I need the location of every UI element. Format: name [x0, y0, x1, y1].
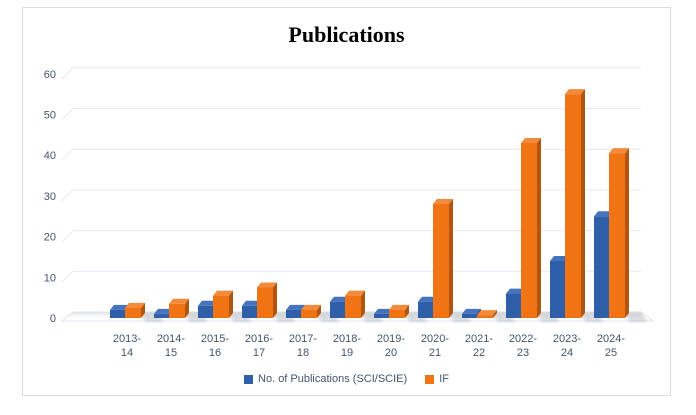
- bar-top-No.: [242, 300, 261, 306]
- bar-top-if: [257, 282, 277, 288]
- bar-publications: [242, 305, 257, 318]
- y-axis-label: 40: [44, 150, 56, 162]
- legend-item: IF: [425, 373, 449, 385]
- bar-top-No.: [198, 300, 217, 306]
- gridline: [61, 189, 641, 202]
- bar-top-if: [169, 298, 189, 304]
- bar-top-if: [521, 137, 541, 143]
- bar-side: [537, 137, 541, 318]
- bar-top-No.: [418, 296, 437, 302]
- legend-item: No. of Publications (SCI/SCIE): [244, 373, 407, 385]
- bar-side: [273, 282, 277, 318]
- bar-top-if: [389, 304, 409, 310]
- bar-side: [449, 199, 453, 318]
- y-axis-label: 20: [44, 232, 56, 244]
- bar-side: [141, 302, 145, 318]
- bar-top-if: [213, 290, 233, 296]
- bar-publications: [286, 309, 301, 318]
- bar-if: [389, 309, 405, 318]
- bar-side: [581, 89, 585, 319]
- legend-label: IF: [439, 373, 449, 385]
- bar-if: [301, 309, 317, 318]
- gridline: [61, 108, 641, 120]
- bar-top-No.: [506, 288, 525, 294]
- legend-label: No. of Publications (SCI/SCIE): [258, 373, 408, 385]
- bar-side: [493, 310, 497, 318]
- bar-top-No.: [110, 304, 129, 310]
- bar-top-No.: [374, 308, 393, 314]
- bar-publications: [418, 301, 433, 318]
- bar-shadow: [623, 313, 648, 322]
- bar-top-if: [565, 89, 585, 95]
- bar-if: [433, 204, 449, 318]
- chart-title: Publications: [288, 22, 405, 47]
- bar-top-if: [433, 199, 453, 205]
- gridline: [61, 148, 641, 161]
- bar-top-No.: [154, 308, 173, 314]
- bar-top-No.: [286, 304, 305, 310]
- bar-if: [477, 315, 493, 318]
- legend-swatch: [425, 374, 435, 384]
- bar-publications: [462, 313, 477, 318]
- bar-if: [213, 295, 229, 318]
- legend: No. of Publications (SCI/SCIE) IF: [22, 371, 671, 387]
- bar-top-if: [345, 290, 365, 296]
- legend-swatch: [244, 374, 254, 384]
- bar-publications: [506, 293, 521, 318]
- bar-publications: [550, 261, 565, 318]
- bar-side: [405, 304, 409, 318]
- bar-publications: [330, 301, 345, 318]
- bar-if: [257, 287, 273, 318]
- bar-top-if: [477, 310, 497, 316]
- y-axis-label: 0: [50, 313, 56, 325]
- bar-if: [609, 153, 625, 318]
- y-axis-label: 60: [44, 69, 56, 81]
- bar-if: [345, 295, 361, 318]
- y-axis-label: 30: [44, 191, 56, 203]
- bar-publications: [198, 305, 213, 318]
- gridline: [61, 230, 641, 242]
- bar-if: [169, 303, 185, 318]
- bar-side: [185, 298, 189, 318]
- bar-top-No.: [550, 256, 569, 262]
- bar-side: [625, 148, 629, 318]
- bar-top-No.: [462, 308, 481, 314]
- bar-top-No.: [594, 211, 613, 217]
- bar-if: [125, 307, 141, 318]
- bar-top-if: [125, 302, 145, 308]
- bar-top-No.: [330, 296, 349, 302]
- bar-if: [565, 94, 581, 319]
- bar-if: [521, 142, 537, 318]
- bar-side: [229, 290, 233, 318]
- bar-top-if: [609, 148, 629, 154]
- gridline: [61, 67, 641, 80]
- bar-side: [361, 290, 365, 318]
- y-axis-label: 10: [44, 272, 56, 284]
- bar-publications: [594, 216, 609, 318]
- y-axis-label: 50: [44, 110, 56, 122]
- bar-side: [317, 304, 321, 318]
- bar-publications: [374, 313, 389, 318]
- bar-publications: [154, 313, 169, 318]
- bar-publications: [110, 309, 125, 318]
- bar-top-if: [301, 304, 321, 310]
- chart-area: [22, 7, 671, 396]
